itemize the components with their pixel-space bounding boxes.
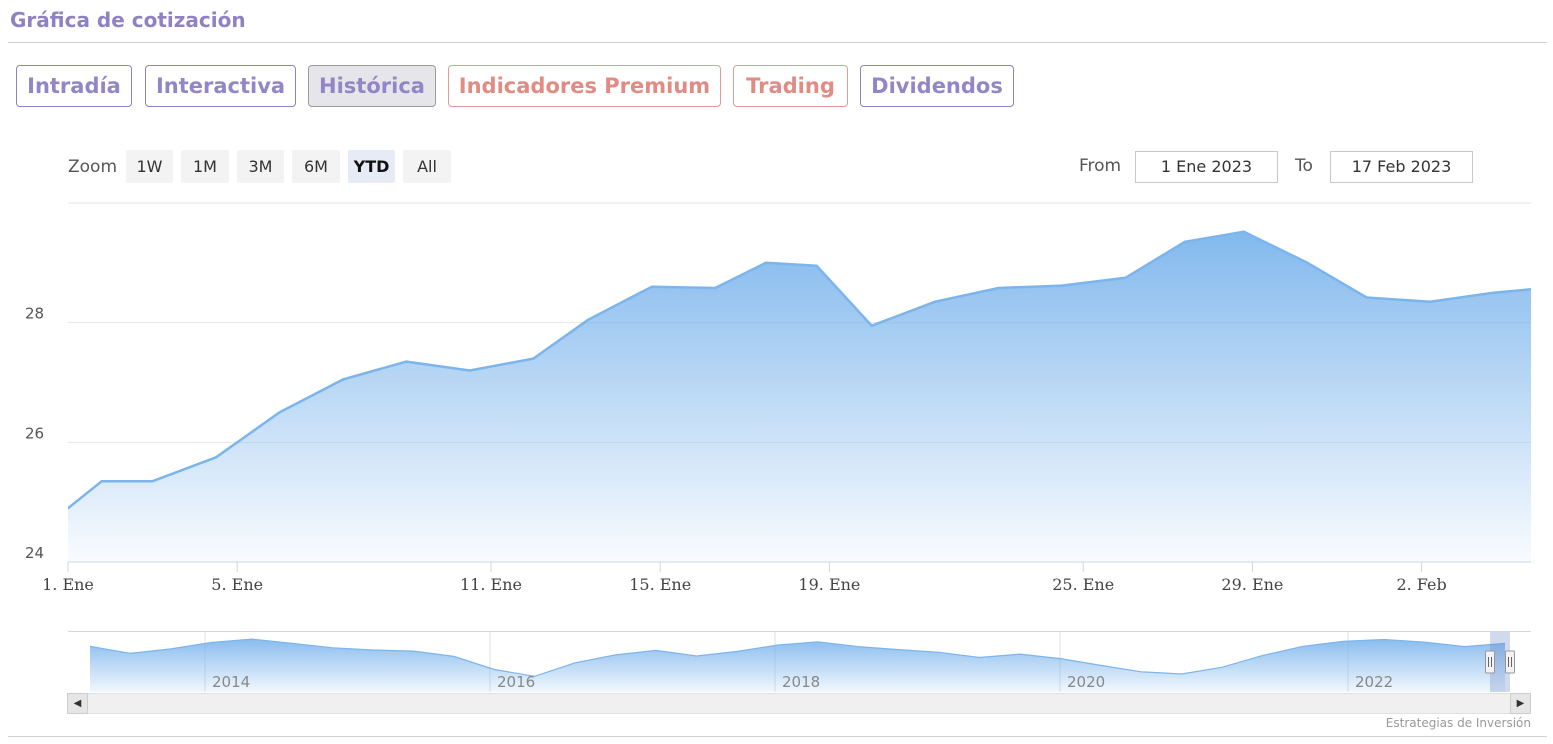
x-tick-label: 29. Ene xyxy=(1221,575,1283,594)
axes: 24 26 28 1. Ene 5. Ene 11. Ene 15. Ene 19. Ene 2… xyxy=(25,305,1531,594)
x-tick-label: 2. Feb xyxy=(1396,575,1446,594)
bottom-divider xyxy=(8,736,1547,737)
y-tick-label: 24 xyxy=(25,544,44,562)
data-point xyxy=(1492,291,1495,294)
data-point xyxy=(764,261,768,264)
data-point xyxy=(405,360,408,363)
data-point xyxy=(815,264,818,267)
data-point xyxy=(1428,300,1432,303)
navigator-selection xyxy=(1490,632,1510,692)
data-point xyxy=(1365,296,1368,299)
zoom-6m-button[interactable]: 6M xyxy=(292,150,340,183)
data-point xyxy=(933,300,937,303)
series-line xyxy=(68,230,1531,510)
range-to-label: To xyxy=(1295,156,1313,176)
navigator[interactable]: 2014 2016 2018 2020 2022 xyxy=(68,631,1531,692)
tab-intradia[interactable]: Intradía xyxy=(16,65,132,107)
zoom-1m-button[interactable]: 1M xyxy=(181,150,229,183)
data-point xyxy=(587,318,590,321)
range-from-input[interactable]: 1 Ene 2023 xyxy=(1135,151,1278,183)
chart-credit[interactable]: Estrategias de Inversión xyxy=(1385,716,1531,730)
scroll-left-icon[interactable]: ◀ xyxy=(67,693,88,714)
navigator-area xyxy=(90,639,1505,692)
y-tick-label: 28 xyxy=(25,305,44,323)
scroll-right-icon[interactable]: ▶ xyxy=(1510,693,1531,714)
zoom-all-button[interactable]: All xyxy=(403,150,451,183)
price-series xyxy=(68,230,1531,562)
data-point xyxy=(1124,276,1127,279)
zoom-3m-button[interactable]: 3M xyxy=(237,150,284,183)
data-point xyxy=(468,369,471,372)
tab-historica[interactable]: Histórica xyxy=(308,65,436,107)
navigator-year-label: 2022 xyxy=(1355,673,1393,691)
series-group xyxy=(68,230,1531,562)
page-title: Gráfica de cotización xyxy=(10,8,246,32)
navigator-line xyxy=(89,638,1506,677)
range-from-label: From xyxy=(1079,156,1122,176)
navigator-year-label: 2020 xyxy=(1067,673,1105,691)
y-tick-label: 26 xyxy=(25,424,44,442)
data-point xyxy=(100,480,104,483)
navigator-year-label: 2014 xyxy=(212,673,250,691)
data-point xyxy=(650,285,653,288)
x-tick-label: 11. Ene xyxy=(460,575,522,594)
tab-dividendos[interactable]: Dividendos xyxy=(860,65,1014,107)
data-point xyxy=(1183,240,1186,244)
data-point xyxy=(278,411,281,414)
title-divider xyxy=(8,42,1547,43)
data-point xyxy=(1242,230,1246,233)
data-point xyxy=(870,324,873,327)
navigator-handle[interactable] xyxy=(1505,650,1515,674)
x-tick-label: 19. Ene xyxy=(798,575,860,594)
tab-interactiva[interactable]: Interactiva xyxy=(145,65,296,107)
navigator-handle[interactable] xyxy=(1485,650,1495,674)
data-point xyxy=(341,378,345,381)
data-point xyxy=(997,286,1000,290)
data-point xyxy=(151,480,154,483)
series-area xyxy=(68,231,1531,562)
zoom-1w-button[interactable]: 1W xyxy=(126,150,173,183)
data-point xyxy=(68,507,70,510)
data-point xyxy=(1060,284,1064,287)
data-point xyxy=(1306,261,1309,264)
data-point xyxy=(714,286,717,290)
navigator-scrollbar[interactable] xyxy=(67,693,1531,714)
x-tick-label: 1. Ene xyxy=(42,575,94,594)
navigator-year-label: 2018 xyxy=(782,673,820,691)
data-point xyxy=(532,357,535,360)
x-tick-label: 25. Ene xyxy=(1052,575,1114,594)
navigator-year-label: 2016 xyxy=(497,673,535,691)
zoom-label: Zoom xyxy=(68,157,118,177)
zoom-ytd-button[interactable]: YTD xyxy=(348,150,395,183)
x-tick-label: 5. Ene xyxy=(211,575,263,594)
tab-indicadores-premium[interactable]: Indicadores Premium xyxy=(448,65,721,107)
data-point xyxy=(214,456,218,459)
tab-trading[interactable]: Trading xyxy=(733,65,848,107)
x-tick-label: 15. Ene xyxy=(629,575,691,594)
range-to-input[interactable]: 17 Feb 2023 xyxy=(1330,151,1473,183)
